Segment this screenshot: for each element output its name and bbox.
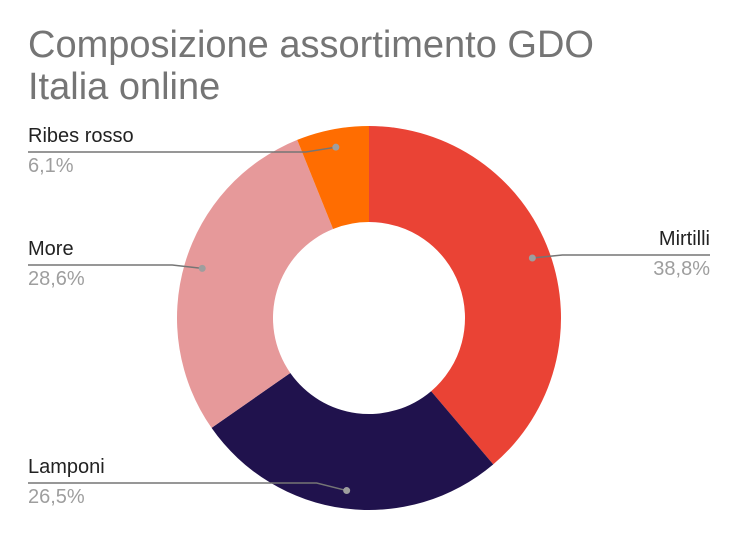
leader-lines: [28, 143, 710, 495]
slice-label-name: Mirtilli: [659, 228, 710, 250]
slice-label-value: 38,8%: [653, 258, 710, 280]
slice-label-name: More: [28, 238, 74, 260]
leader-line: [28, 146, 336, 153]
chart-title: Composizione assortimento GDO Italia onl…: [28, 24, 708, 108]
leader-dot: [528, 254, 536, 262]
leader-line: [532, 254, 710, 259]
slice-ribes-rosso: [297, 126, 369, 229]
slice-label-value: 26,5%: [28, 486, 85, 508]
slice-labels: Mirtilli 38,8% Lamponi 26,5% More 28,6% Ribes …: [28, 125, 710, 508]
leader-dot: [198, 264, 206, 272]
slice-label-name: Lamponi: [28, 456, 105, 478]
slice-label-value: 28,6%: [28, 268, 85, 290]
slice-mirtilli: [369, 126, 562, 465]
slice-more: [176, 139, 334, 428]
chart-title-line-1: Composizione assortimento GDO: [28, 24, 594, 66]
donut-slices: [176, 126, 562, 511]
slice-label-name: Ribes rosso: [28, 125, 134, 147]
slice-label-value: 6,1%: [28, 155, 74, 177]
leader-line: [28, 482, 347, 492]
leader-line: [28, 264, 203, 270]
leader-dot: [343, 487, 351, 495]
chart-title-line-2: Italia online: [28, 66, 221, 108]
leader-dot: [332, 143, 340, 151]
slice-lamponi: [211, 372, 494, 511]
